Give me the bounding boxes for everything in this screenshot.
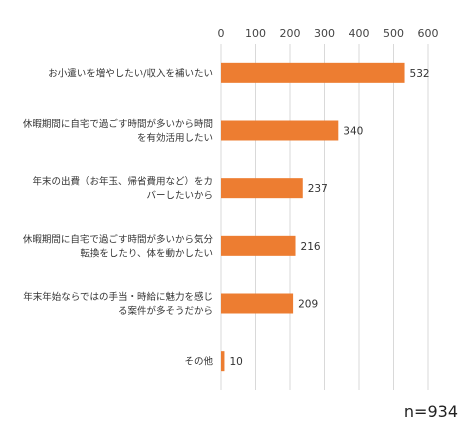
bar-2 [221, 178, 303, 199]
category-label-5-line-0: その他 [184, 356, 213, 368]
x-tick-label-600: 600 [418, 27, 439, 40]
category-label-1-line-1: を有効活用したい [137, 132, 213, 144]
bar-1 [221, 120, 339, 141]
bar-0 [221, 62, 405, 83]
category-label-4-line-0: 年末年始ならではの手当・時給に魅力を感じ [23, 291, 213, 303]
x-tick-label-100: 100 [245, 27, 266, 40]
category-label-3-line-1: 転換をしたり、体を動かしたい [80, 247, 213, 259]
category-label-1-line-0: 休暇期間に自宅で過ごす時間が多いから時間 [23, 118, 213, 130]
x-tick-label-400: 400 [349, 27, 370, 40]
bar-3 [221, 235, 296, 256]
x-tick-label-500: 500 [383, 27, 404, 40]
data-label-1: 340 [343, 126, 363, 138]
category-label-0-line-0: お小遣いを増やしたい/収入を補いたい [48, 67, 213, 79]
category-label-3-line-0: 休暇期間に自宅で過ごす時間が多いから気分 [23, 233, 214, 245]
category-label-2-line-0: 年末の出費（お年玉、帰省費用など）をカ [32, 176, 213, 188]
data-label-5: 10 [229, 356, 242, 368]
x-tick-label-200: 200 [280, 27, 301, 40]
sample-size-label: n=934 [403, 402, 458, 421]
bar-5 [221, 351, 225, 372]
data-label-4: 209 [298, 299, 318, 311]
data-label-2: 237 [308, 183, 328, 195]
category-label-2-line-1: バーしたいから [146, 191, 213, 202]
data-label-3: 216 [301, 241, 321, 253]
category-label-4-line-1: る案件が多そうだから [118, 305, 213, 317]
x-tick-label-300: 300 [314, 27, 335, 40]
x-tick-label-0: 0 [218, 27, 225, 40]
bar-4 [221, 293, 294, 314]
data-label-0: 532 [410, 68, 430, 80]
